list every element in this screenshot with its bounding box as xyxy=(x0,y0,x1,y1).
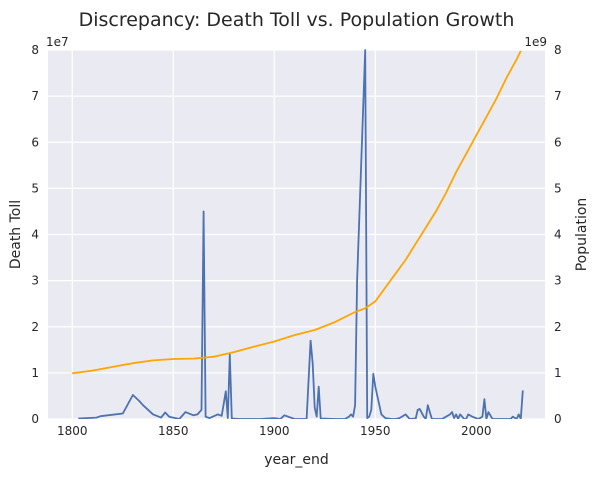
grid xyxy=(48,49,545,420)
series-layer xyxy=(72,49,524,419)
y-tick-label-right: 3 xyxy=(554,274,562,288)
y-tick-label-right: 7 xyxy=(554,89,562,103)
y-tick-label-right: 8 xyxy=(554,43,562,57)
chart-title: Discrepancy: Death Toll vs. Population G… xyxy=(79,9,515,31)
x-axis-label: year_end xyxy=(264,452,329,468)
y-tick-label-right: 0 xyxy=(554,412,562,426)
y-tick-label-left: 6 xyxy=(31,135,39,149)
x-tick-label: 1800 xyxy=(57,424,88,438)
population-line xyxy=(72,50,522,375)
y-tick-label-right: 6 xyxy=(554,135,562,149)
y-tick-label-left: 8 xyxy=(31,43,39,57)
y-tick-label-right: 1 xyxy=(554,366,562,380)
y-offset-left: 1e7 xyxy=(46,35,69,49)
y-tick-label-left: 3 xyxy=(31,274,39,288)
y-tick-label-left: 1 xyxy=(31,366,39,380)
y-tick-label-right: 4 xyxy=(554,228,562,242)
y-axis-label-right: Population xyxy=(574,198,590,272)
y-tick-label-left: 7 xyxy=(31,89,39,103)
x-tick-label: 2000 xyxy=(461,424,492,438)
y-tick-label-left: 0 xyxy=(31,412,39,426)
x-tick-label: 1950 xyxy=(360,424,391,438)
ticks-layer: 1800 1850 1900 1950 2000 0 0 1 1 2 2 3 3 4 4 5 5 6 6 7 7 8 8 xyxy=(31,43,561,438)
x-tick-label: 1900 xyxy=(259,424,290,438)
y-tick-label-left: 5 xyxy=(31,181,39,195)
y-offset-right: 1e9 xyxy=(524,35,547,49)
y-tick-label-right: 5 xyxy=(554,181,562,195)
x-tick-label: 1850 xyxy=(158,424,189,438)
y-tick-label-left: 2 xyxy=(31,320,39,334)
death-toll-line xyxy=(78,49,524,419)
y-tick-label-left: 4 xyxy=(31,228,39,242)
y-axis-label-left: Death Toll xyxy=(8,200,24,269)
y-tick-label-right: 2 xyxy=(554,320,562,334)
